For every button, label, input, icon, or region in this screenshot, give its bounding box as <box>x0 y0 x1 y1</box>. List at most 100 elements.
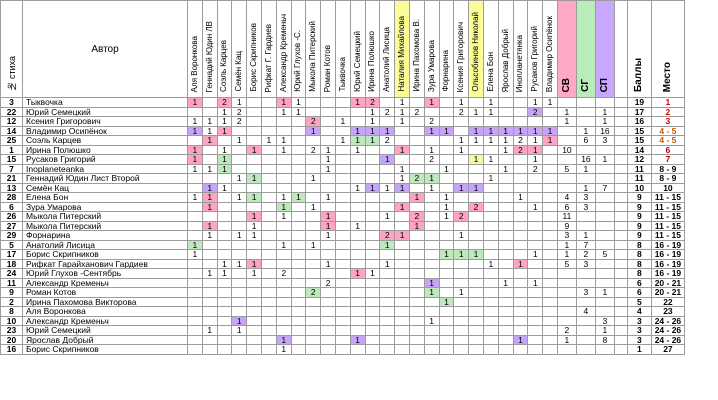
vote-cell <box>275 173 292 184</box>
score-value: 6 <box>626 277 652 288</box>
judge-column-header-label: Ирина Полюшко <box>367 31 377 92</box>
judge-column-header-label: Аля Воронкова <box>189 35 199 92</box>
sp-value <box>594 144 615 155</box>
vote-cell <box>408 325 425 336</box>
judge-column-header-label: Тыквочка <box>337 57 347 92</box>
vote-cell <box>231 211 248 222</box>
sv-value: 1 <box>556 116 577 127</box>
vote-cell <box>290 258 307 269</box>
vote-cell <box>364 306 381 317</box>
vote-cell: 1 <box>482 258 499 269</box>
vote-cell <box>275 287 292 298</box>
vote-cell <box>542 268 558 279</box>
sv-value: 2 <box>556 325 577 336</box>
sp-value <box>594 268 615 279</box>
vote-cell <box>468 220 484 231</box>
vote-cell <box>423 192 440 203</box>
vote-cell: 2 <box>512 144 529 155</box>
vote-cell <box>305 334 322 345</box>
poem-number: 9 <box>0 287 23 298</box>
score-value: 15 <box>626 135 652 146</box>
vote-cell <box>482 182 499 193</box>
sp-column-header: СП <box>594 0 615 98</box>
vote-cell: 1 <box>201 163 218 174</box>
judge-column-header-label: Русаков Григорий <box>530 26 540 92</box>
poem-number: 3 <box>0 97 23 108</box>
vote-cell <box>394 192 410 203</box>
place-value: 4 - 5 <box>650 135 685 146</box>
vote-cell <box>408 182 425 193</box>
vote-cell <box>394 135 410 146</box>
vote-cell: 2 <box>512 135 529 146</box>
vote-cell <box>482 249 499 260</box>
judge-column-header-label: Роман Котов <box>323 44 333 92</box>
place-value: 16 - 19 <box>650 268 685 279</box>
author-name: Зура Умарова <box>22 201 188 212</box>
vote-cell: 2 <box>305 116 322 127</box>
place-value: 11 - 15 <box>650 230 685 241</box>
sg-value <box>575 344 596 355</box>
vote-cell <box>497 258 514 269</box>
vote-cell <box>305 211 322 222</box>
vote-cell: 1 <box>201 116 218 127</box>
score-value: 3 <box>626 334 652 345</box>
table-row: 26 Мыкола Питерский 1 1 1 1 2 1 2 11 9 11 - 15 <box>0 211 685 222</box>
vote-cell: 1 <box>349 182 366 193</box>
vote-cell <box>408 125 425 136</box>
vote-cell <box>334 97 351 108</box>
vote-cell: 2 <box>423 154 440 165</box>
vote-cell <box>187 106 203 117</box>
place-value: 2 <box>650 106 685 117</box>
sv-value <box>556 135 577 146</box>
vote-cell: 1 <box>408 192 425 203</box>
vote-cell <box>423 239 440 250</box>
vote-cell <box>305 296 322 307</box>
vote-cell <box>349 154 366 165</box>
author-name: Александр Кременьч <box>22 277 188 288</box>
vote-cell: 1 <box>364 135 381 146</box>
vote-cell <box>364 144 381 155</box>
vote-cell <box>290 277 307 288</box>
vote-cell <box>216 344 233 355</box>
vote-cell: 1 <box>379 154 396 165</box>
vote-cell <box>260 315 277 326</box>
vote-cell: 1 <box>216 116 233 127</box>
table-row: 10 Александр Кременьч 1 1 3 3 24 - 26 <box>0 315 685 326</box>
vote-cell <box>512 211 529 222</box>
vote-cell <box>275 249 292 260</box>
spacer-cell <box>613 334 628 345</box>
vote-cell <box>187 315 203 326</box>
vote-cell <box>305 306 322 317</box>
vote-cell: 1 <box>482 125 499 136</box>
vote-cell <box>364 249 381 260</box>
sp-value: 16 <box>594 125 615 136</box>
vote-cell <box>408 97 425 108</box>
score-value: 12 <box>626 154 652 165</box>
vote-cell <box>408 249 425 260</box>
vote-cell <box>497 116 514 127</box>
vote-cell <box>320 334 336 345</box>
vote-cell: 2 <box>453 211 470 222</box>
judge-column-header-label: Зура Умарова <box>426 39 436 92</box>
vote-cell <box>453 192 470 203</box>
author-name: Анатолий Лисица <box>22 239 188 250</box>
vote-cell: 1 <box>394 201 410 212</box>
score-value: 1 <box>626 344 652 355</box>
author-name: Inoplaneteanka <box>22 163 188 174</box>
score-value: 9 <box>626 192 652 203</box>
vote-cell: 1 <box>201 268 218 279</box>
author-name: Форнарина <box>22 230 188 241</box>
vote-cell <box>482 220 499 231</box>
judge-column-header-label: Семён Кац <box>234 51 244 92</box>
vote-cell: 1 <box>305 125 322 136</box>
sp-value <box>594 344 615 355</box>
poem-number: 6 <box>0 201 23 212</box>
judge-column-header: Юрий Семецкий <box>349 0 366 98</box>
judge-column-header-label: Владимир Осипёнок <box>545 15 555 92</box>
place-value: 22 <box>650 296 685 307</box>
vote-cell: 1 <box>394 173 410 184</box>
vote-cell <box>542 258 558 269</box>
vote-cell <box>468 116 484 127</box>
sp-value: 1 <box>594 154 615 165</box>
vote-cell: 2 <box>468 201 484 212</box>
